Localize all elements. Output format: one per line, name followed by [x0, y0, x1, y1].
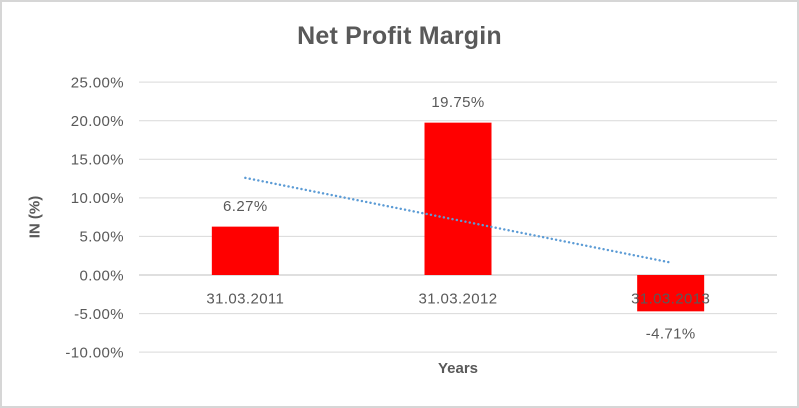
y-tick-label: 5.00% — [79, 229, 124, 246]
y-tick-label: 25.00% — [71, 74, 124, 91]
chart-bar[interactable] — [637, 275, 705, 312]
x-tick-label: 31.03.2013 — [631, 290, 710, 307]
chart-bar[interactable] — [211, 226, 279, 275]
data-label: 19.75% — [431, 94, 484, 111]
y-tick-label: 15.00% — [71, 152, 124, 169]
y-tick-label: -5.00% — [74, 306, 124, 323]
x-tick-label: 31.03.2011 — [206, 290, 284, 307]
x-tick-label: 31.03.2012 — [418, 290, 497, 307]
y-tick-label: 10.00% — [71, 190, 124, 207]
chart-title: Net Profit Margin — [297, 22, 502, 50]
trendline[interactable] — [244, 176, 672, 264]
y-axis-title: IN (%) — [26, 195, 44, 239]
y-tick-label: 20.00% — [71, 113, 124, 130]
y-tick-label: 0.00% — [79, 267, 124, 284]
x-axis-title: Years — [437, 360, 479, 377]
y-tick-label: -10.00% — [65, 344, 124, 361]
chart-bar[interactable] — [424, 122, 492, 276]
data-label: -4.71% — [646, 326, 696, 343]
data-label: 6.27% — [223, 198, 268, 215]
